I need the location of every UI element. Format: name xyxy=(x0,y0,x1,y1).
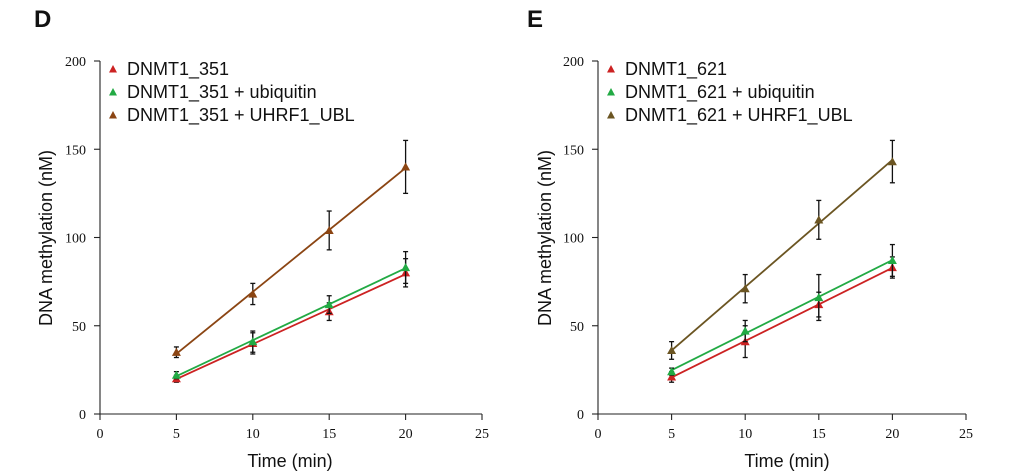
x-tick-label: 5 xyxy=(173,427,180,442)
data-point-triangle xyxy=(324,225,334,235)
data-point-triangle xyxy=(248,337,258,346)
data-point-triangle xyxy=(887,157,897,166)
data-point-triangle xyxy=(324,300,334,309)
trend-line xyxy=(671,267,893,379)
trend-line xyxy=(671,159,893,352)
legend-label: DNMT1_351 xyxy=(127,59,229,80)
y-tick-label: 50 xyxy=(72,320,86,335)
data-point-triangle xyxy=(740,326,750,335)
legend-marker xyxy=(607,88,615,96)
x-tick-label: 25 xyxy=(475,427,489,442)
data-point-triangle xyxy=(814,215,824,224)
data-point-triangle xyxy=(248,289,258,298)
x-tick-label: 15 xyxy=(812,427,826,442)
legend-label: DNMT1_351 + UHRF1_UBL xyxy=(127,105,355,126)
panel-letter-e: E xyxy=(527,6,543,33)
y-tick-label: 200 xyxy=(563,55,584,70)
legend-label: DNMT1_621 + ubiquitin xyxy=(625,82,815,103)
data-point-triangle xyxy=(171,347,181,356)
data-point-triangle xyxy=(667,345,677,355)
x-tick-label: 25 xyxy=(959,427,973,442)
legend-marker xyxy=(109,65,117,73)
y-axis-title-e: DNA methylation (nM) xyxy=(535,150,555,326)
legend-marker xyxy=(109,88,117,96)
y-tick-label: 150 xyxy=(563,143,584,158)
y-tick-label: 50 xyxy=(570,320,584,335)
legend-label: DNMT1_621 + UHRF1_UBL xyxy=(625,105,853,126)
x-tick-label: 10 xyxy=(738,427,752,442)
data-point-triangle xyxy=(667,367,677,376)
y-tick-label: 100 xyxy=(563,232,584,247)
y-tick-label: 200 xyxy=(65,55,86,70)
legend-marker xyxy=(109,111,117,119)
legend-label: DNMT1_351 + ubiquitin xyxy=(127,82,317,103)
chart-panel-e: E DNA methylation (nM) Time (min) 0 5 10 15… xyxy=(527,6,973,471)
x-tick-label: 15 xyxy=(322,427,336,442)
data-point-triangle xyxy=(401,162,411,171)
y-axis-title-d: DNA methylation (nM) xyxy=(36,150,56,326)
data-point-triangle xyxy=(667,372,677,381)
x-tick-label: 0 xyxy=(97,427,104,442)
x-axis-title-d: Time (min) xyxy=(247,451,332,471)
x-tick-label: 10 xyxy=(246,427,260,442)
y-tick-label: 100 xyxy=(65,232,86,247)
data-point-triangle xyxy=(814,293,824,302)
y-tick-label: 0 xyxy=(79,408,86,423)
panel-letter-d: D xyxy=(34,6,51,33)
y-tick-label: 0 xyxy=(577,408,584,423)
series-dnmt1-621-ubiquitin xyxy=(667,243,897,376)
trend-line xyxy=(176,273,406,380)
x-tick-label: 20 xyxy=(885,427,899,442)
data-point-triangle xyxy=(171,370,181,379)
series-dnmt1-351 xyxy=(171,258,411,383)
series-dnmt1-351-uhrf1-ubl xyxy=(171,139,411,359)
legend-label: DNMT1_621 xyxy=(625,59,727,80)
x-axis-title-e: Time (min) xyxy=(744,451,829,471)
y-tick-label: 150 xyxy=(65,143,86,158)
data-point-triangle xyxy=(740,284,750,293)
trend-line xyxy=(176,267,406,378)
data-point-triangle xyxy=(401,263,411,272)
data-point-triangle xyxy=(887,255,897,265)
legend-marker xyxy=(607,111,615,119)
x-tick-label: 0 xyxy=(595,427,602,442)
x-tick-label: 5 xyxy=(668,427,675,442)
legend-marker xyxy=(607,65,615,73)
series-dnmt1-351-ubiquitin xyxy=(171,250,411,380)
series-dnmt1-621-uhrf1-ubl xyxy=(667,139,897,360)
x-tick-label: 20 xyxy=(399,427,413,442)
trend-line xyxy=(671,259,893,372)
trend-line xyxy=(175,167,407,355)
chart-panel-d: D DNA methylation (nM) Time (min) 0 5 10 15… xyxy=(34,6,489,471)
